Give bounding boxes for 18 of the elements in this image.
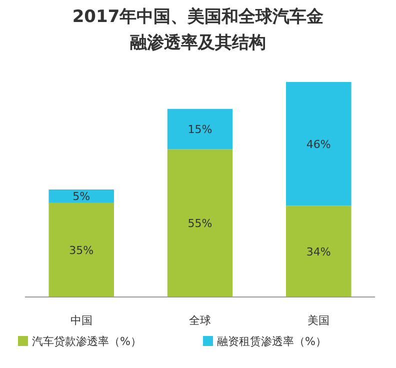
chart-title: 2017年中国、美国和全球汽车金融渗透率及其结构 [72, 7, 324, 53]
bar [48, 202, 114, 297]
data-label: 34% [306, 245, 331, 258]
data-label: 15% [188, 123, 212, 136]
bar [167, 108, 233, 150]
bar [48, 190, 114, 203]
legend-label: 汽车贷款渗透率（%） [32, 335, 142, 348]
x-tick-label: 中国 [70, 314, 92, 327]
bar [286, 206, 352, 297]
data-label: 46% [306, 138, 331, 151]
data-label: 35% [69, 244, 94, 257]
data-label: 5% [72, 190, 90, 204]
legend-label: 融资租赁渗透率（%） [217, 335, 326, 348]
bar [286, 82, 352, 206]
bar [167, 149, 233, 297]
x-tick-label: 美国 [308, 314, 330, 327]
data-label: 55% [188, 217, 212, 230]
x-tick-label: 全球 [189, 314, 211, 327]
